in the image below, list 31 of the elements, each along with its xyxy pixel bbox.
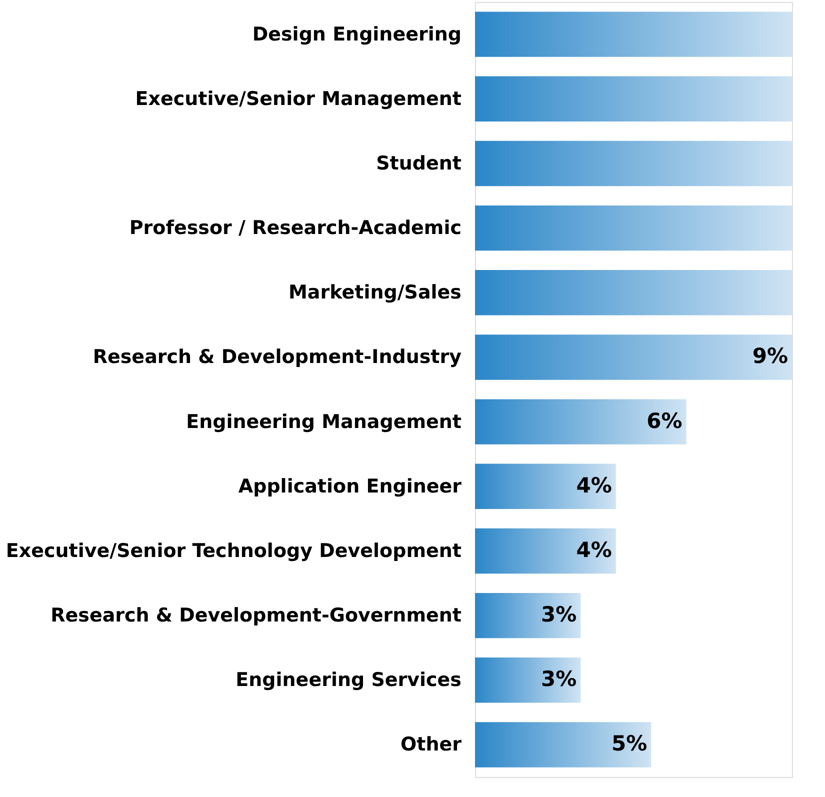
bar <box>475 270 792 316</box>
y-tick-label: Executive/Senior Management <box>135 88 462 110</box>
y-tick-label: Engineering Management <box>186 410 462 433</box>
y-tick-label: Marketing/Sales <box>288 282 462 304</box>
y-tick-label: Research & Development-Government <box>50 604 462 627</box>
bar <box>475 76 792 122</box>
data-label: 3% <box>541 667 577 692</box>
data-label: 4% <box>576 473 612 498</box>
bar <box>475 140 792 186</box>
y-tick-label: Engineering Services <box>236 669 462 692</box>
data-label: 5% <box>611 732 648 756</box>
bar <box>475 399 686 444</box>
bar <box>475 528 616 574</box>
bar <box>475 722 652 768</box>
y-tick-label: Design Engineering <box>252 23 462 46</box>
y-tick-label: Application Engineer <box>238 475 462 498</box>
y-tick-label: Executive/Senior Technology Development <box>6 540 462 562</box>
y-tick-label: Other <box>400 734 462 756</box>
bar <box>475 464 616 509</box>
bar <box>475 205 792 251</box>
y-tick-label: Student <box>376 152 462 174</box>
data-label: 9% <box>752 344 788 368</box>
bar <box>475 12 792 57</box>
bar <box>475 658 581 703</box>
data-label: 6% <box>646 408 682 433</box>
data-label: 3% <box>541 602 577 627</box>
y-tick-label: Research & Development-Industry <box>92 346 462 368</box>
y-tick-label: Professor / Research-Academic <box>129 217 462 240</box>
bar <box>475 334 792 380</box>
data-label: 4% <box>576 538 612 562</box>
bar <box>475 592 581 638</box>
